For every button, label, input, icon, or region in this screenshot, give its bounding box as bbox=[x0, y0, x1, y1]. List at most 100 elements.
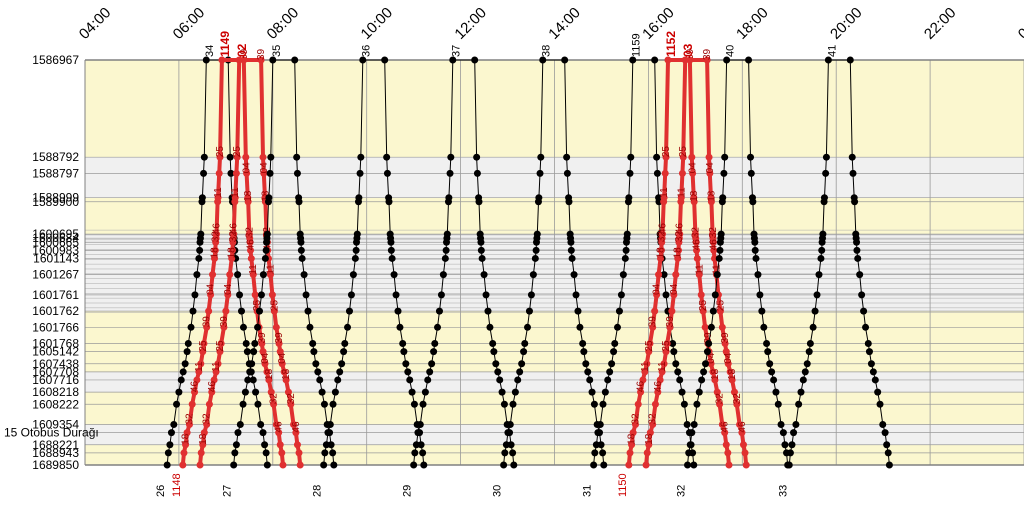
svg-text:30: 30 bbox=[492, 485, 504, 497]
svg-text:46: 46 bbox=[211, 223, 222, 235]
svg-text:1601762: 1601762 bbox=[32, 304, 79, 318]
svg-text:1588792: 1588792 bbox=[32, 150, 79, 164]
svg-text:25: 25 bbox=[661, 340, 672, 352]
svg-text:38: 38 bbox=[541, 45, 553, 57]
svg-text:1150: 1150 bbox=[617, 473, 629, 497]
svg-text:1149: 1149 bbox=[218, 31, 232, 57]
svg-text:1601761: 1601761 bbox=[32, 288, 79, 302]
svg-text:04: 04 bbox=[705, 162, 716, 174]
svg-text:1601143: 1601143 bbox=[33, 251, 79, 265]
svg-text:1148: 1148 bbox=[171, 473, 183, 497]
svg-text:34: 34 bbox=[204, 45, 216, 57]
svg-text:1152: 1152 bbox=[664, 31, 678, 57]
svg-text:1589900: 1589900 bbox=[32, 195, 79, 209]
svg-text:25: 25 bbox=[215, 146, 226, 158]
svg-text:25: 25 bbox=[678, 146, 689, 158]
svg-text:25: 25 bbox=[715, 300, 726, 312]
svg-text:04: 04 bbox=[277, 352, 288, 364]
svg-text:1159: 1159 bbox=[631, 33, 643, 57]
svg-text:1608222: 1608222 bbox=[32, 397, 79, 411]
svg-text:25: 25 bbox=[232, 146, 243, 158]
svg-text:11: 11 bbox=[194, 361, 205, 372]
svg-text:46: 46 bbox=[653, 381, 664, 393]
svg-text:18: 18 bbox=[210, 247, 221, 259]
svg-text:04: 04 bbox=[242, 162, 253, 174]
svg-text:11: 11 bbox=[659, 187, 670, 198]
svg-text:18: 18 bbox=[627, 433, 638, 445]
svg-text:32: 32 bbox=[732, 393, 743, 405]
svg-text:02: 02 bbox=[235, 43, 249, 57]
svg-text:36: 36 bbox=[361, 45, 373, 57]
svg-text:39: 39 bbox=[256, 48, 267, 60]
svg-text:46: 46 bbox=[245, 239, 256, 251]
svg-text:11: 11 bbox=[676, 187, 687, 198]
svg-text:1588797: 1588797 bbox=[32, 166, 79, 180]
svg-text:35: 35 bbox=[271, 45, 283, 57]
svg-text:39: 39 bbox=[202, 316, 213, 328]
svg-text:11: 11 bbox=[213, 187, 224, 198]
svg-text:1601267: 1601267 bbox=[32, 268, 79, 282]
svg-text:39: 39 bbox=[702, 48, 713, 60]
svg-text:18: 18 bbox=[243, 190, 254, 202]
svg-text:18: 18 bbox=[706, 190, 717, 202]
svg-text:46: 46 bbox=[675, 223, 686, 235]
svg-text:25: 25 bbox=[269, 300, 280, 312]
svg-text:37: 37 bbox=[451, 45, 463, 57]
svg-text:18: 18 bbox=[710, 368, 721, 380]
svg-text:18: 18 bbox=[198, 433, 209, 445]
svg-text:46: 46 bbox=[207, 381, 218, 393]
svg-text:32: 32 bbox=[202, 413, 213, 425]
svg-text:27: 27 bbox=[222, 485, 234, 497]
svg-text:18: 18 bbox=[281, 368, 292, 380]
svg-text:46: 46 bbox=[636, 381, 647, 393]
svg-text:11: 11 bbox=[640, 361, 651, 372]
svg-text:1601766: 1601766 bbox=[32, 320, 79, 334]
svg-text:40: 40 bbox=[725, 45, 737, 57]
svg-text:46: 46 bbox=[720, 421, 731, 433]
svg-text:04: 04 bbox=[688, 162, 699, 174]
svg-text:46: 46 bbox=[737, 421, 748, 433]
svg-text:04: 04 bbox=[669, 283, 680, 295]
svg-text:41: 41 bbox=[826, 45, 838, 57]
svg-text:11: 11 bbox=[657, 361, 668, 372]
svg-text:46: 46 bbox=[190, 381, 201, 393]
svg-text:32: 32 bbox=[676, 485, 688, 497]
svg-text:46: 46 bbox=[692, 239, 703, 251]
svg-text:25: 25 bbox=[198, 340, 209, 352]
svg-text:33: 33 bbox=[777, 485, 789, 497]
svg-text:25: 25 bbox=[661, 146, 672, 158]
svg-text:11: 11 bbox=[211, 361, 222, 372]
svg-text:11: 11 bbox=[265, 264, 276, 275]
svg-text:25: 25 bbox=[698, 300, 709, 312]
svg-text:32: 32 bbox=[648, 413, 659, 425]
svg-text:46: 46 bbox=[657, 223, 668, 235]
svg-text:04: 04 bbox=[723, 352, 734, 364]
svg-text:39: 39 bbox=[665, 316, 676, 328]
svg-text:39: 39 bbox=[274, 332, 285, 344]
svg-text:39: 39 bbox=[219, 316, 230, 328]
svg-text:1586967: 1586967 bbox=[32, 53, 79, 67]
svg-text:46: 46 bbox=[291, 421, 302, 433]
svg-text:18: 18 bbox=[727, 368, 738, 380]
time-distance-chart: 04:0006:0008:0010:0012:0014:0016:0018:00… bbox=[0, 0, 1024, 512]
svg-text:03: 03 bbox=[681, 43, 695, 57]
svg-text:1689850: 1689850 bbox=[32, 458, 79, 472]
svg-text:11: 11 bbox=[694, 264, 705, 275]
svg-text:26: 26 bbox=[155, 485, 167, 497]
svg-text:18: 18 bbox=[264, 368, 275, 380]
svg-text:04: 04 bbox=[206, 283, 217, 295]
svg-text:32: 32 bbox=[691, 227, 702, 239]
svg-text:18: 18 bbox=[689, 190, 700, 202]
svg-text:18: 18 bbox=[656, 247, 667, 259]
svg-text:32: 32 bbox=[184, 413, 195, 425]
svg-text:32: 32 bbox=[286, 393, 297, 405]
svg-text:18: 18 bbox=[673, 247, 684, 259]
svg-text:32: 32 bbox=[715, 393, 726, 405]
svg-text:31: 31 bbox=[582, 485, 594, 497]
svg-text:46: 46 bbox=[274, 421, 285, 433]
svg-text:11: 11 bbox=[248, 264, 259, 275]
svg-text:39: 39 bbox=[257, 332, 268, 344]
svg-text:32: 32 bbox=[630, 413, 641, 425]
svg-text:25: 25 bbox=[644, 340, 655, 352]
svg-text:18: 18 bbox=[181, 433, 192, 445]
